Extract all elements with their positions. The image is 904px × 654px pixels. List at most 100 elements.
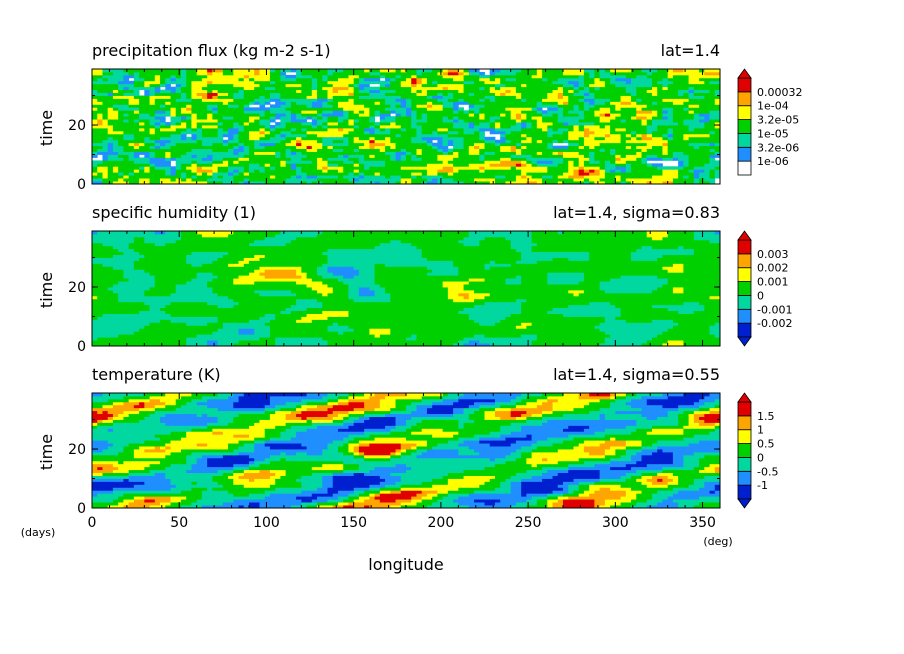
heatmap-cell [589,148,595,152]
heatmap-cell [432,119,438,123]
heatmap-cell [201,142,208,147]
heatmap-cell [280,133,287,138]
heatmap-cell [615,127,621,132]
heatmap-cell [123,133,130,138]
heatmap-cell [269,142,276,147]
heatmap-cell [154,142,161,147]
heatmap-cell [615,71,621,76]
heatmap-cell [343,139,349,144]
colorbar-label: 3.2e-06 [757,141,799,154]
heatmap-cell [489,95,496,99]
heatmap-cell [217,69,224,73]
heatmap-cell [118,80,124,85]
heatmap-cell [395,145,402,150]
heatmap-cell [693,142,700,147]
heatmap-cell [489,77,496,82]
heatmap-cell [275,151,281,155]
heatmap-cell [275,139,281,144]
heatmap-cell [526,148,532,152]
heatmap-cell [657,148,663,152]
heatmap-cell [102,133,109,138]
heatmap-cell [275,86,281,91]
heatmap-cell [573,95,580,99]
heatmap-cell [568,133,574,138]
heatmap-cell [306,148,313,152]
heatmap-cell [160,113,166,117]
heatmap-cell [599,172,606,176]
heatmap-cell [657,178,663,182]
heatmap-cell [186,340,192,344]
heatmap-cell [500,89,506,93]
heatmap-cell [306,157,313,161]
heatmap-cell [583,160,590,164]
heatmap-cell [374,69,381,73]
heatmap-cell [364,122,370,126]
heatmap-cell [709,77,716,82]
heatmap-cell [536,119,543,123]
heatmap-cell [714,142,721,147]
heatmap-cell [160,130,166,135]
heatmap-cell [442,107,449,111]
heatmap-cell [536,148,543,152]
heatmap-cell [207,175,213,179]
heatmap-cell [589,142,595,147]
heatmap-cell [463,178,470,182]
heatmap-cell [322,181,328,185]
heatmap-cell [144,145,150,150]
heatmap-cell [139,116,145,120]
heatmap-cell [421,113,428,117]
heatmap-cell [568,340,574,344]
heatmap-cell [641,104,648,108]
heatmap-cell [228,113,234,117]
heatmap-cell [296,151,302,155]
heatmap-cell [337,166,344,170]
heatmap-cell [526,145,532,150]
heatmap-cell [369,136,375,141]
heatmap-cell [594,169,601,173]
heatmap-cell [133,83,140,88]
heatmap-cell [667,71,674,76]
heatmap-cell [542,163,548,167]
heatmap-cell [212,340,218,344]
heatmap-cell [610,151,616,155]
heatmap-cell [191,160,198,164]
heatmap-cell [552,160,559,164]
heatmap-cell [154,83,161,88]
heatmap-cell [610,119,616,123]
heatmap-cell [426,95,433,99]
heatmap-cell [196,74,203,79]
heatmap-cell [180,142,187,147]
heatmap-cell [222,160,229,164]
heatmap-cell [207,92,213,96]
heatmap-cell [296,86,302,91]
heatmap-cell [515,92,522,96]
heatmap-cell [479,175,485,179]
heatmap-cell [557,175,564,179]
heatmap-cell [437,80,444,85]
heatmap-cell [662,86,669,91]
heatmap-cell [275,142,281,147]
heatmap-cell [369,71,375,76]
heatmap-cell [583,107,590,111]
heatmap-cell [201,77,208,82]
heatmap-cell [693,95,700,99]
colorbar-swatch [737,105,752,120]
heatmap-cell [348,125,355,129]
heatmap-cell [133,163,140,167]
heatmap-cell [699,74,705,79]
heatmap-cell [505,130,512,135]
heatmap-cell [536,74,543,79]
heatmap-cell [625,89,632,93]
heatmap-cell [348,130,355,135]
heatmap-cell [463,136,470,141]
heatmap-cell [699,151,705,155]
heatmap-cell [322,139,328,144]
heatmap-cell [374,139,381,144]
heatmap-cell [180,83,187,88]
heatmap-cell [651,83,658,88]
heatmap-cell [306,89,313,93]
heatmap-cell [468,89,475,93]
heatmap-cell [311,74,318,79]
heatmap-cell [233,86,239,91]
heatmap-cell [631,122,637,126]
